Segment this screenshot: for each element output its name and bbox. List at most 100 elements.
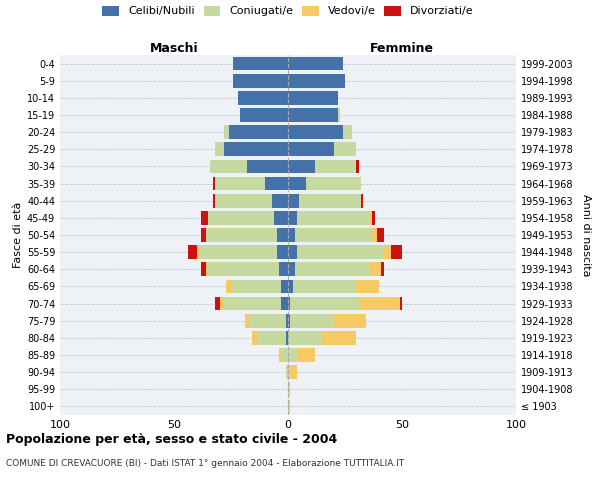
Bar	[279, 262, 288, 276]
Bar	[338, 108, 340, 122]
Bar	[259, 331, 286, 344]
Bar	[224, 142, 288, 156]
Bar	[400, 296, 402, 310]
Text: Maschi: Maschi	[149, 42, 199, 55]
Y-axis label: Fasce di età: Fasce di età	[13, 202, 23, 268]
Bar	[288, 194, 299, 207]
Bar	[226, 280, 231, 293]
Bar	[316, 160, 356, 173]
Bar	[281, 348, 288, 362]
Bar	[295, 262, 370, 276]
Bar	[245, 314, 249, 328]
Bar	[206, 228, 277, 242]
Bar	[373, 228, 377, 242]
Bar	[279, 348, 281, 362]
Legend: Celibi/Nubili, Coniugati/e, Vedovi/e, Divorziati/e: Celibi/Nubili, Coniugati/e, Vedovi/e, Di…	[103, 6, 473, 16]
Bar	[215, 176, 265, 190]
Bar	[361, 194, 363, 207]
Bar	[272, 194, 288, 207]
Bar	[288, 228, 295, 242]
Bar	[288, 246, 297, 259]
Bar	[290, 314, 334, 328]
Bar	[215, 142, 224, 156]
Bar	[370, 211, 373, 224]
Bar	[277, 246, 288, 259]
Text: Femmine: Femmine	[370, 42, 434, 55]
Bar	[356, 280, 379, 293]
Bar	[206, 262, 208, 276]
Bar	[233, 56, 288, 70]
Bar	[359, 296, 400, 310]
Bar	[188, 246, 197, 259]
Bar	[202, 262, 206, 276]
Bar	[220, 296, 224, 310]
Bar	[229, 126, 288, 139]
Bar	[288, 262, 295, 276]
Bar	[281, 296, 288, 310]
Bar	[251, 331, 259, 344]
Text: Popolazione per età, sesso e stato civile - 2004: Popolazione per età, sesso e stato civil…	[6, 432, 337, 446]
Bar	[208, 262, 279, 276]
Bar	[288, 280, 293, 293]
Bar	[391, 246, 402, 259]
Bar	[274, 211, 288, 224]
Bar	[286, 366, 288, 379]
Bar	[197, 246, 199, 259]
Y-axis label: Anni di nascita: Anni di nascita	[581, 194, 590, 276]
Bar	[334, 142, 356, 156]
Bar	[295, 228, 373, 242]
Bar	[208, 211, 274, 224]
Bar	[384, 246, 391, 259]
Bar	[211, 160, 247, 173]
Bar	[297, 246, 384, 259]
Bar	[288, 56, 343, 70]
Bar	[286, 314, 288, 328]
Bar	[297, 211, 370, 224]
Bar	[288, 74, 345, 88]
Bar	[281, 280, 288, 293]
Bar	[288, 382, 290, 396]
Bar	[265, 176, 288, 190]
Bar	[233, 74, 288, 88]
Bar	[288, 160, 316, 173]
Bar	[224, 296, 281, 310]
Bar	[224, 126, 229, 139]
Bar	[334, 314, 365, 328]
Bar	[377, 228, 384, 242]
Bar	[288, 400, 290, 413]
Bar	[293, 280, 356, 293]
Bar	[286, 331, 288, 344]
Bar	[288, 108, 338, 122]
Bar	[288, 142, 334, 156]
Bar	[288, 126, 343, 139]
Bar	[382, 262, 384, 276]
Bar	[288, 176, 306, 190]
Bar	[213, 176, 215, 190]
Bar	[288, 366, 290, 379]
Bar	[215, 296, 220, 310]
Text: COMUNE DI CREVACUORE (BI) - Dati ISTAT 1° gennaio 2004 - Elaborazione TUTTITALIA: COMUNE DI CREVACUORE (BI) - Dati ISTAT 1…	[6, 459, 404, 468]
Bar	[356, 160, 359, 173]
Bar	[288, 348, 297, 362]
Bar	[373, 211, 374, 224]
Bar	[231, 280, 281, 293]
Bar	[202, 228, 206, 242]
Bar	[288, 211, 297, 224]
Bar	[199, 246, 277, 259]
Bar	[213, 194, 215, 207]
Bar	[288, 331, 322, 344]
Bar	[299, 194, 361, 207]
Bar	[247, 160, 288, 173]
Bar	[290, 366, 297, 379]
Bar	[288, 296, 290, 310]
Bar	[306, 176, 361, 190]
Bar	[215, 194, 272, 207]
Bar	[288, 314, 290, 328]
Bar	[290, 296, 359, 310]
Bar	[238, 91, 288, 104]
Bar	[370, 262, 382, 276]
Bar	[202, 211, 208, 224]
Bar	[297, 348, 316, 362]
Bar	[240, 108, 288, 122]
Bar	[322, 331, 356, 344]
